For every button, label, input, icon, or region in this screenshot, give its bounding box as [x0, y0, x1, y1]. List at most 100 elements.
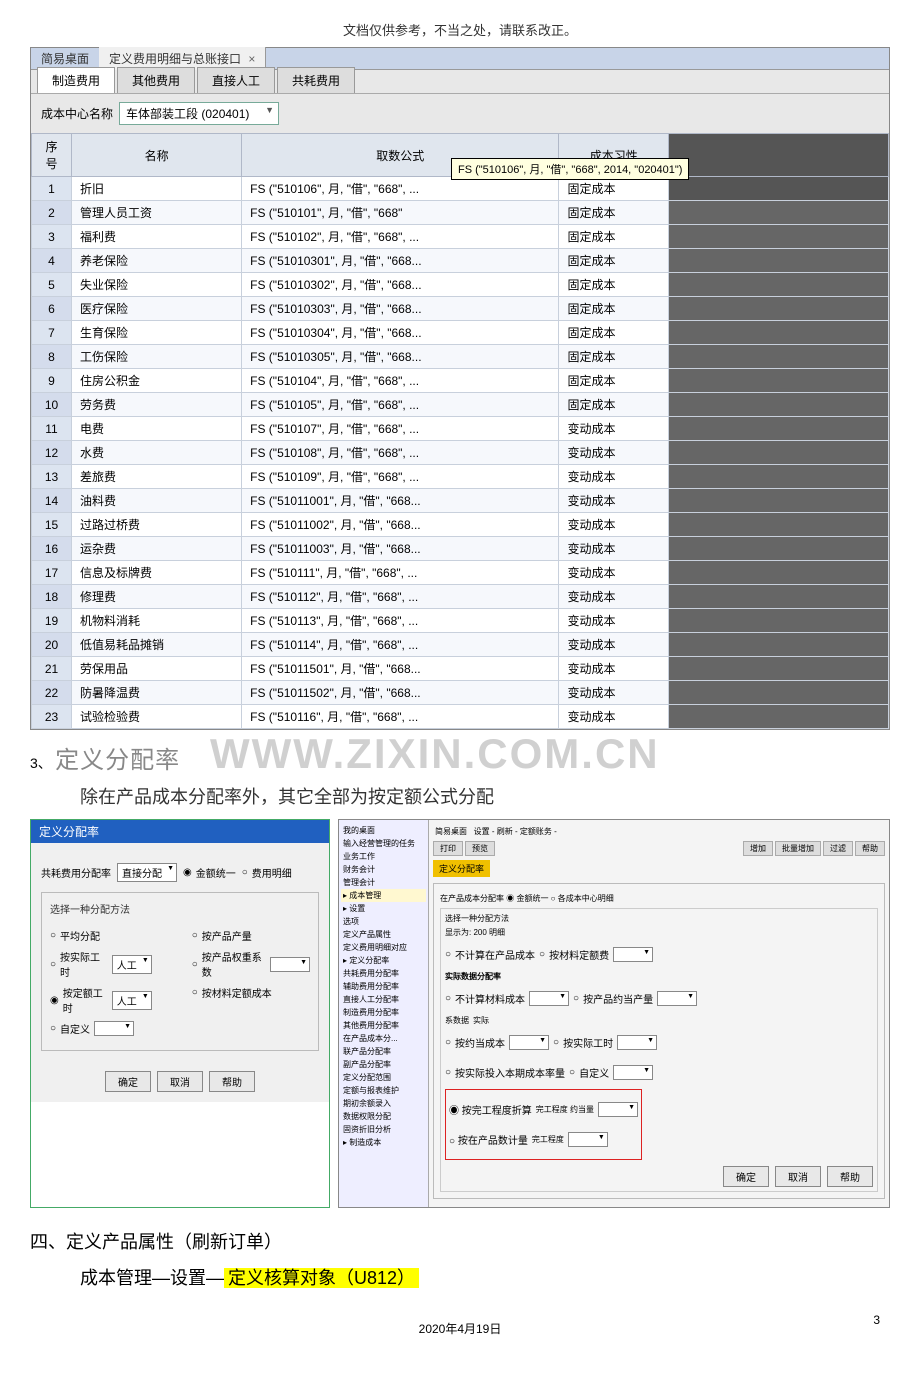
tree-item[interactable]: 定义分配范围 [341, 1071, 426, 1084]
cell-name: 试验检验费 [72, 705, 242, 729]
opt-8[interactable]: ○ 自定义 [569, 1065, 609, 1080]
table-row[interactable]: 1 折旧 FS ("510106", 月, "借", "668", ... 固定… [32, 177, 889, 201]
table-row[interactable]: 21 劳保用品 FS ("51011501", 月, "借", "668... … [32, 657, 889, 681]
subtab-labor[interactable]: 直接人工 [197, 67, 275, 93]
cell-seq: 19 [32, 609, 72, 633]
radio-weight[interactable]: ○ 按产品权重系数 [192, 949, 310, 979]
cell-formula: FS ("510108", 月, "借", "668", ... [242, 441, 559, 465]
table-row[interactable]: 10 劳务费 FS ("510105", 月, "借", "668", ... … [32, 393, 889, 417]
table-row[interactable]: 7 生育保险 FS ("51010304", 月, "借", "668... 固… [32, 321, 889, 345]
table-row[interactable]: 5 失业保险 FS ("51010302", 月, "借", "668... 固… [32, 273, 889, 297]
opt-1[interactable]: ○ 按材料定额费 [539, 947, 609, 962]
opt-0[interactable]: ○ 不计算在产品成本 [445, 947, 535, 962]
tree-item[interactable]: 制造费用分配率 [341, 1006, 426, 1019]
table-row[interactable]: 9 住房公积金 FS ("510104", 月, "借", "668", ...… [32, 369, 889, 393]
radio-cost-detail[interactable]: ○ 费用明细 [242, 865, 292, 880]
opt-2[interactable]: ○ 不计算材料成本 [445, 991, 525, 1006]
table-row[interactable]: 22 防暑降温费 FS ("51011502", 月, "借", "668...… [32, 681, 889, 705]
help-button[interactable]: 帮助 [209, 1071, 255, 1092]
tree-item[interactable]: 数据权限分配 [341, 1110, 426, 1123]
tree-item[interactable]: 共耗费用分配率 [341, 967, 426, 980]
r-ok-button[interactable]: 确定 [723, 1166, 769, 1187]
radio-custom[interactable]: ○ 自定义 [50, 1021, 152, 1036]
close-icon[interactable]: × [248, 52, 255, 66]
radio-avg[interactable]: ○ 平均分配 [50, 928, 152, 943]
tree-item[interactable]: 财务会计 [341, 863, 426, 876]
subtab-shared[interactable]: 共耗费用 [277, 67, 355, 93]
opt-3[interactable]: ○ 按产品约当产量 [573, 991, 653, 1006]
tree-item[interactable]: 定义费用明细对应 [341, 941, 426, 954]
cell-name: 油料费 [72, 489, 242, 513]
tree-item[interactable]: 期初余额录入 [341, 1097, 426, 1110]
cell-blank [669, 273, 889, 297]
tree-item[interactable]: 管理会计 [341, 876, 426, 889]
custom-select[interactable] [94, 1021, 134, 1036]
table-row[interactable]: 15 过路过桥费 FS ("51011002", 月, "借", "668...… [32, 513, 889, 537]
table-row[interactable]: 18 修理费 FS ("510112", 月, "借", "668", ... … [32, 585, 889, 609]
table-row[interactable]: 23 试验检验费 FS ("510116", 月, "借", "668", ..… [32, 705, 889, 729]
ok-button[interactable]: 确定 [105, 1071, 151, 1092]
table-row[interactable]: 4 养老保险 FS ("51010301", 月, "借", "668... 固… [32, 249, 889, 273]
cell-seq: 2 [32, 201, 72, 225]
tree-item[interactable]: 副产品分配率 [341, 1058, 426, 1071]
tree-item[interactable]: ▸ 设置 [341, 902, 426, 915]
tree-item[interactable]: 联产品分配率 [341, 1045, 426, 1058]
doc-top-note: 文档仅供参考，不当之处，请联系改正。 [30, 20, 890, 39]
opt-7[interactable]: ○ 按实际投入本期成本率量 [445, 1065, 565, 1080]
r-cancel-button[interactable]: 取消 [775, 1166, 821, 1187]
cell-blank [669, 705, 889, 729]
subtab-other[interactable]: 其他费用 [117, 67, 195, 93]
table-row[interactable]: 16 运杂费 FS ("51011003", 月, "借", "668... 变… [32, 537, 889, 561]
r-help-button[interactable]: 帮助 [827, 1166, 873, 1187]
table-row[interactable]: 2 管理人员工资 FS ("510101", 月, "借", "668" 固定成… [32, 201, 889, 225]
table-row[interactable]: 20 低值易耗品摊销 FS ("510114", 月, "借", "668", … [32, 633, 889, 657]
cell-blank [669, 441, 889, 465]
cell-name: 管理人员工资 [72, 201, 242, 225]
table-row[interactable]: 19 机物料消耗 FS ("510113", 月, "借", "668", ..… [32, 609, 889, 633]
red-r2[interactable]: ○ 按在产品数计量 [449, 1132, 528, 1147]
mini-batch-add[interactable]: 批量增加 [775, 841, 821, 856]
subtab-mfg[interactable]: 制造费用 [37, 67, 115, 93]
table-row[interactable]: 8 工伤保险 FS ("51010305", 月, "借", "668... 固… [32, 345, 889, 369]
radio-actual-hours[interactable]: ○ 按实际工时 人工 [50, 949, 152, 979]
mini-add[interactable]: 增加 [743, 841, 773, 856]
actual-hours-select[interactable]: 人工 [112, 955, 152, 974]
tree-item[interactable]: 辅助费用分配率 [341, 980, 426, 993]
tree-item[interactable]: 业务工作 [341, 850, 426, 863]
opt-5[interactable]: ○ 按约当成本 [445, 1035, 505, 1050]
tree-item[interactable]: 定额与报表维护 [341, 1084, 426, 1097]
cancel-button[interactable]: 取消 [157, 1071, 203, 1092]
opt-6[interactable]: ○ 按实际工时 [553, 1035, 613, 1050]
table-row[interactable]: 6 医疗保险 FS ("51010303", 月, "借", "668... 固… [32, 297, 889, 321]
mini-tab-preview[interactable]: 预览 [465, 841, 495, 856]
tree-item[interactable]: 输入经营管理的任务 [341, 837, 426, 850]
tree-top[interactable]: 我的桌面 [341, 824, 426, 837]
weight-select[interactable] [270, 957, 310, 972]
tree-item[interactable]: 在产品成本分... [341, 1032, 426, 1045]
tree-item[interactable]: 选项 [341, 915, 426, 928]
table-row[interactable]: 14 油料费 FS ("51011001", 月, "借", "668... 变… [32, 489, 889, 513]
alloc-method-select[interactable]: 直接分配 [117, 863, 177, 882]
mini-filter[interactable]: 过滤 [823, 841, 853, 856]
radio-qty[interactable]: ○ 按产品产量 [192, 928, 310, 943]
table-row[interactable]: 12 水费 FS ("510108", 月, "借", "668", ... 变… [32, 441, 889, 465]
tree-item[interactable]: 其他费用分配率 [341, 1019, 426, 1032]
red-r1[interactable]: ◉ 按完工程度折算 [449, 1102, 532, 1117]
tree-item[interactable]: ▸ 定义分配率 [341, 954, 426, 967]
radio-material-quota[interactable]: ○ 按材料定额成本 [192, 985, 310, 1000]
tree-item[interactable]: 固资折旧分析 [341, 1123, 426, 1136]
mini-tab-print[interactable]: 打印 [433, 841, 463, 856]
tree-cost-mgmt[interactable]: ▸ 成本管理 [341, 889, 426, 902]
quota-hours-select[interactable]: 人工 [112, 991, 152, 1010]
cost-center-dropdown[interactable]: 车体部装工段 (020401) [119, 102, 279, 125]
radio-amount-unified[interactable]: ◉ 金额统一 [183, 865, 236, 880]
table-row[interactable]: 13 差旅费 FS ("510109", 月, "借", "668", ... … [32, 465, 889, 489]
table-row[interactable]: 11 电费 FS ("510107", 月, "借", "668", ... 变… [32, 417, 889, 441]
radio-quota-hours[interactable]: ◉ 按定额工时 人工 [50, 985, 152, 1015]
table-row[interactable]: 3 福利费 FS ("510102", 月, "借", "668", ... 固… [32, 225, 889, 249]
tree-item[interactable]: 定义产品属性 [341, 928, 426, 941]
table-row[interactable]: 17 信息及标牌费 FS ("510111", 月, "借", "668", .… [32, 561, 889, 585]
mini-help[interactable]: 帮助 [855, 841, 885, 856]
tree-item[interactable]: 直接人工分配率 [341, 993, 426, 1006]
tree-item[interactable]: ▸ 制造成本 [341, 1136, 426, 1149]
